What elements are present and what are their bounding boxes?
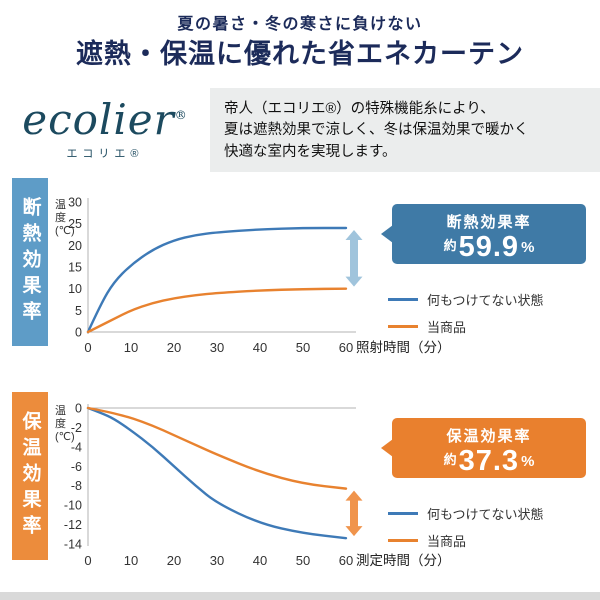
svg-text:5: 5	[75, 304, 82, 318]
retention-chart-section: 保温効果率 0 -2 -4 -6 -8 -10 -12 -14 0 10 20 30 40 50 60 測定時…	[0, 392, 600, 597]
series-swatch	[388, 539, 418, 542]
legend-label: 何もつけてない状態	[427, 507, 544, 522]
svg-text:40: 40	[253, 340, 267, 355]
svg-text:0: 0	[75, 402, 82, 416]
legend-label: 当商品	[427, 534, 467, 549]
svg-text:30: 30	[210, 340, 224, 355]
series-swatch	[388, 512, 418, 515]
svg-text:50: 50	[296, 340, 310, 355]
percent-sign: %	[521, 453, 535, 470]
insulation-chart-section: 断熱効果率 0 5 10 15 20 25 30 0 10 20 30 40 50 60 照射時間（分） 温度…	[0, 178, 600, 383]
header-subtitle: 夏の暑さ・冬の寒さに負けない	[177, 16, 423, 33]
percent-sign: %	[521, 239, 535, 256]
svg-text:-12: -12	[64, 518, 82, 532]
legend-label: 何もつけてない状態	[427, 293, 544, 308]
series-swatch	[388, 325, 418, 328]
svg-text:15: 15	[68, 261, 82, 275]
series-swatch	[388, 298, 418, 301]
chart-legend: 何もつけてない状態 当商品	[388, 504, 543, 558]
description-line: 帝人（エコリエ®）の特殊機能糸により、	[224, 101, 495, 117]
approx-prefix: 約	[443, 238, 457, 253]
legend-item: 当商品	[388, 317, 543, 336]
legend-item: 当商品	[388, 531, 543, 550]
svg-text:10: 10	[124, 553, 138, 568]
svg-text:-6: -6	[71, 460, 82, 474]
logo-subtext: エコリエ®	[66, 148, 144, 160]
svg-text:25: 25	[68, 217, 82, 231]
chart-legend: 何もつけてない状態 当商品	[388, 290, 543, 344]
brand-description: 帝人（エコリエ®）の特殊機能糸により、 夏は遮熱効果で涼しく、冬は保温効果で暖か…	[210, 88, 600, 172]
callout-value: 約59.9%	[392, 232, 586, 262]
svg-text:60: 60	[339, 553, 353, 568]
svg-text:0: 0	[84, 553, 91, 568]
svg-text:10: 10	[124, 340, 138, 355]
description-line: 夏は遮熱効果で涼しく、冬は保温効果で暖かく	[224, 122, 529, 139]
insulation-side-label: 断熱効果率	[12, 178, 48, 346]
callout-title: 保温効果率	[446, 428, 532, 445]
callout-pointer-icon	[381, 439, 393, 457]
svg-text:30: 30	[68, 196, 82, 210]
logo-wordmark: ecolier®	[22, 99, 187, 141]
svg-text:10: 10	[68, 282, 82, 296]
description-line: 快適な室内を実現します。	[224, 143, 397, 160]
insulation-effect-callout: 断熱効果率 約59.9%	[381, 204, 586, 264]
svg-text:20: 20	[167, 553, 181, 568]
svg-text:-4: -4	[71, 440, 82, 454]
callout-value: 約37.3%	[392, 446, 586, 476]
svg-text:0: 0	[75, 326, 82, 340]
svg-text:50: 50	[296, 553, 310, 568]
svg-text:温度(℃): 温度(℃)	[55, 404, 75, 443]
page-title: 遮熱・保温に優れた省エネカーテン	[76, 39, 524, 69]
svg-text:60: 60	[339, 340, 353, 355]
legend-label: 当商品	[427, 320, 467, 335]
approx-prefix: 約	[443, 452, 457, 467]
brand-logo: ecolier® エコリエ®	[0, 88, 210, 172]
svg-text:0: 0	[84, 340, 91, 355]
effect-percentage: 37.3	[458, 445, 520, 477]
retention-effect-callout: 保温効果率 約37.3%	[381, 418, 586, 478]
retention-side-label: 保温効果率	[12, 392, 48, 560]
callout-pointer-icon	[381, 225, 393, 243]
svg-text:20: 20	[68, 239, 82, 253]
svg-text:30: 30	[210, 553, 224, 568]
svg-text:-2: -2	[71, 421, 82, 435]
svg-text:20: 20	[167, 340, 181, 355]
svg-text:-8: -8	[71, 479, 82, 493]
callout-title: 断熱効果率	[446, 214, 532, 231]
legend-item: 何もつけてない状態	[388, 290, 543, 309]
decor-bottom-strip	[0, 592, 600, 600]
logo-text: ecolier	[22, 95, 175, 144]
svg-text:40: 40	[253, 553, 267, 568]
effect-percentage: 59.9	[458, 231, 520, 263]
svg-text:-14: -14	[64, 538, 82, 552]
svg-text:-10: -10	[64, 499, 82, 513]
svg-text:温度(℃): 温度(℃)	[55, 198, 75, 237]
registered-mark: ®	[174, 108, 188, 122]
legend-item: 何もつけてない状態	[388, 504, 543, 523]
